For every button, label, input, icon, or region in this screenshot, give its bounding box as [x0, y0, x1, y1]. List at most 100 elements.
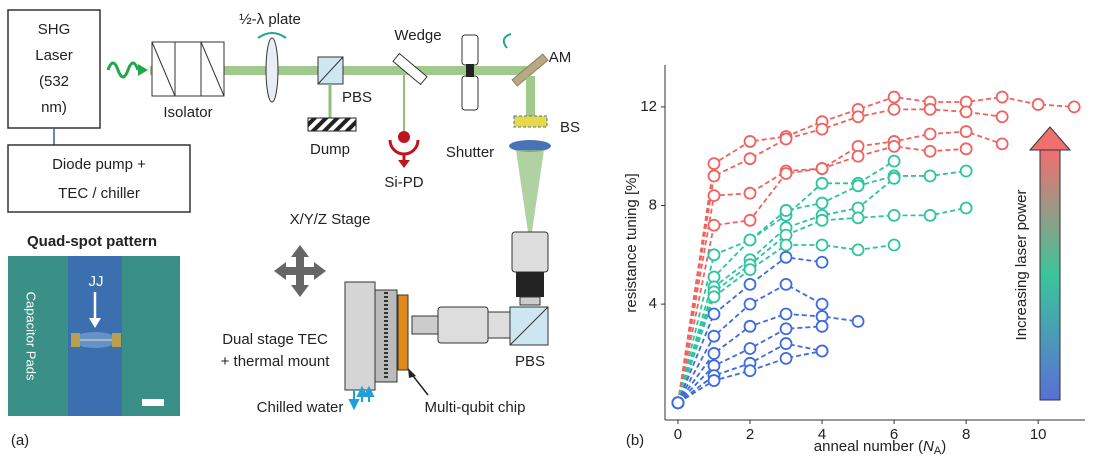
- data-point: [779, 167, 793, 180]
- x-label-part: N: [923, 438, 934, 455]
- xyz-arrows: [274, 245, 326, 297]
- rotation-arrow: [502, 33, 512, 49]
- series-line: [677, 350, 823, 404]
- data-point: [779, 322, 793, 336]
- data-point: [995, 90, 1009, 104]
- isolator-label: Isolator: [163, 104, 212, 121]
- data-point: [887, 139, 901, 153]
- data-point: [851, 243, 865, 257]
- data-point: [779, 204, 793, 217]
- power-arrow-head: [1028, 126, 1072, 151]
- pbs-label: PBS: [342, 89, 372, 106]
- waveplate-label: ½-λ plate: [239, 11, 301, 28]
- sipd-label: Si-PD: [384, 174, 423, 191]
- data-point: [743, 233, 757, 247]
- shutter-label: Shutter: [446, 144, 494, 161]
- x-tick-label: 4: [818, 426, 826, 443]
- x-label-part: ): [941, 438, 946, 455]
- data-point: [959, 142, 973, 156]
- wedge-label: Wedge: [394, 27, 441, 44]
- am-label: AM: [549, 49, 572, 66]
- data-point: [851, 110, 865, 124]
- thermal-stage: [344, 281, 398, 391]
- data-point: [923, 169, 937, 183]
- pump-box: [7, 144, 191, 213]
- data-point: [1067, 100, 1081, 114]
- data-point: [743, 186, 757, 200]
- stage-label: X/Y/Z Stage: [290, 211, 371, 228]
- water-lines: [348, 385, 375, 411]
- data-point: [743, 364, 757, 378]
- data-point: [887, 154, 901, 168]
- data-point: [959, 105, 973, 119]
- laser-box: [7, 9, 101, 129]
- data-point: [851, 179, 865, 193]
- data-point: [707, 248, 721, 262]
- data-point: [779, 337, 793, 350]
- data-point: [851, 314, 865, 328]
- data-point: [887, 208, 901, 222]
- data-point: [707, 169, 721, 183]
- data-point: [815, 297, 829, 311]
- wedge: [392, 52, 428, 86]
- data-point: [707, 218, 721, 232]
- series-line: [677, 96, 1075, 403]
- quad-title: Quad-spot pattern: [27, 233, 157, 250]
- data-point: [923, 144, 937, 158]
- data-point: [851, 149, 865, 163]
- data-point: [671, 396, 685, 410]
- water-label: Chilled water: [257, 399, 344, 416]
- jj-label: JJ: [89, 273, 104, 290]
- laser-label: Laser: [35, 47, 73, 64]
- laser-label: SHG: [38, 21, 71, 38]
- dump-label: Dump: [310, 141, 350, 158]
- pads-label: Capacitor Pads: [24, 292, 39, 381]
- chip: [397, 294, 409, 371]
- pump-label: Diode pump +: [52, 156, 146, 173]
- data-point: [815, 162, 829, 175]
- data-point: [815, 213, 829, 227]
- bs-label: BS: [560, 119, 580, 136]
- tec-label: Dual stage TEC: [222, 331, 328, 348]
- quad-image: [8, 256, 180, 416]
- data-point: [887, 102, 901, 116]
- data-point: [743, 297, 757, 311]
- series-line: [677, 108, 1003, 403]
- laser-label: (532: [39, 73, 69, 90]
- isolator: [151, 41, 225, 97]
- data-point: [923, 127, 937, 141]
- data-point: [707, 374, 721, 387]
- data-point: [743, 263, 757, 277]
- data-point: [743, 342, 757, 355]
- tec-label: + thermal mount: [221, 353, 331, 370]
- data-point: [995, 110, 1009, 124]
- data-point: [815, 122, 829, 136]
- data-point: [779, 250, 793, 264]
- data-point: [959, 201, 973, 215]
- data-point: [707, 347, 721, 360]
- data-point: [815, 196, 829, 210]
- data-point: [779, 351, 793, 365]
- y-tick-label: 4: [649, 295, 657, 312]
- data-point: [743, 319, 757, 333]
- chip-label: Multi-qubit chip: [425, 399, 526, 416]
- data-point: [815, 238, 829, 252]
- data-point: [887, 238, 901, 252]
- x-tick-label: 10: [1030, 426, 1047, 443]
- data-point: [707, 329, 721, 343]
- data-point: [743, 278, 757, 291]
- data-point: [743, 213, 757, 227]
- series-line: [677, 130, 1003, 403]
- objective: [411, 306, 511, 344]
- data-point: [1031, 98, 1045, 111]
- lens: [509, 140, 551, 152]
- power-arrow: [1039, 149, 1061, 401]
- rotation-arrow: [257, 32, 287, 39]
- data-point: [923, 208, 937, 222]
- panel-label: (a): [11, 432, 29, 449]
- beam: [526, 76, 535, 116]
- waveplate: [265, 37, 279, 103]
- pbs-label: PBS: [515, 353, 545, 370]
- x-label-part: A: [934, 445, 942, 457]
